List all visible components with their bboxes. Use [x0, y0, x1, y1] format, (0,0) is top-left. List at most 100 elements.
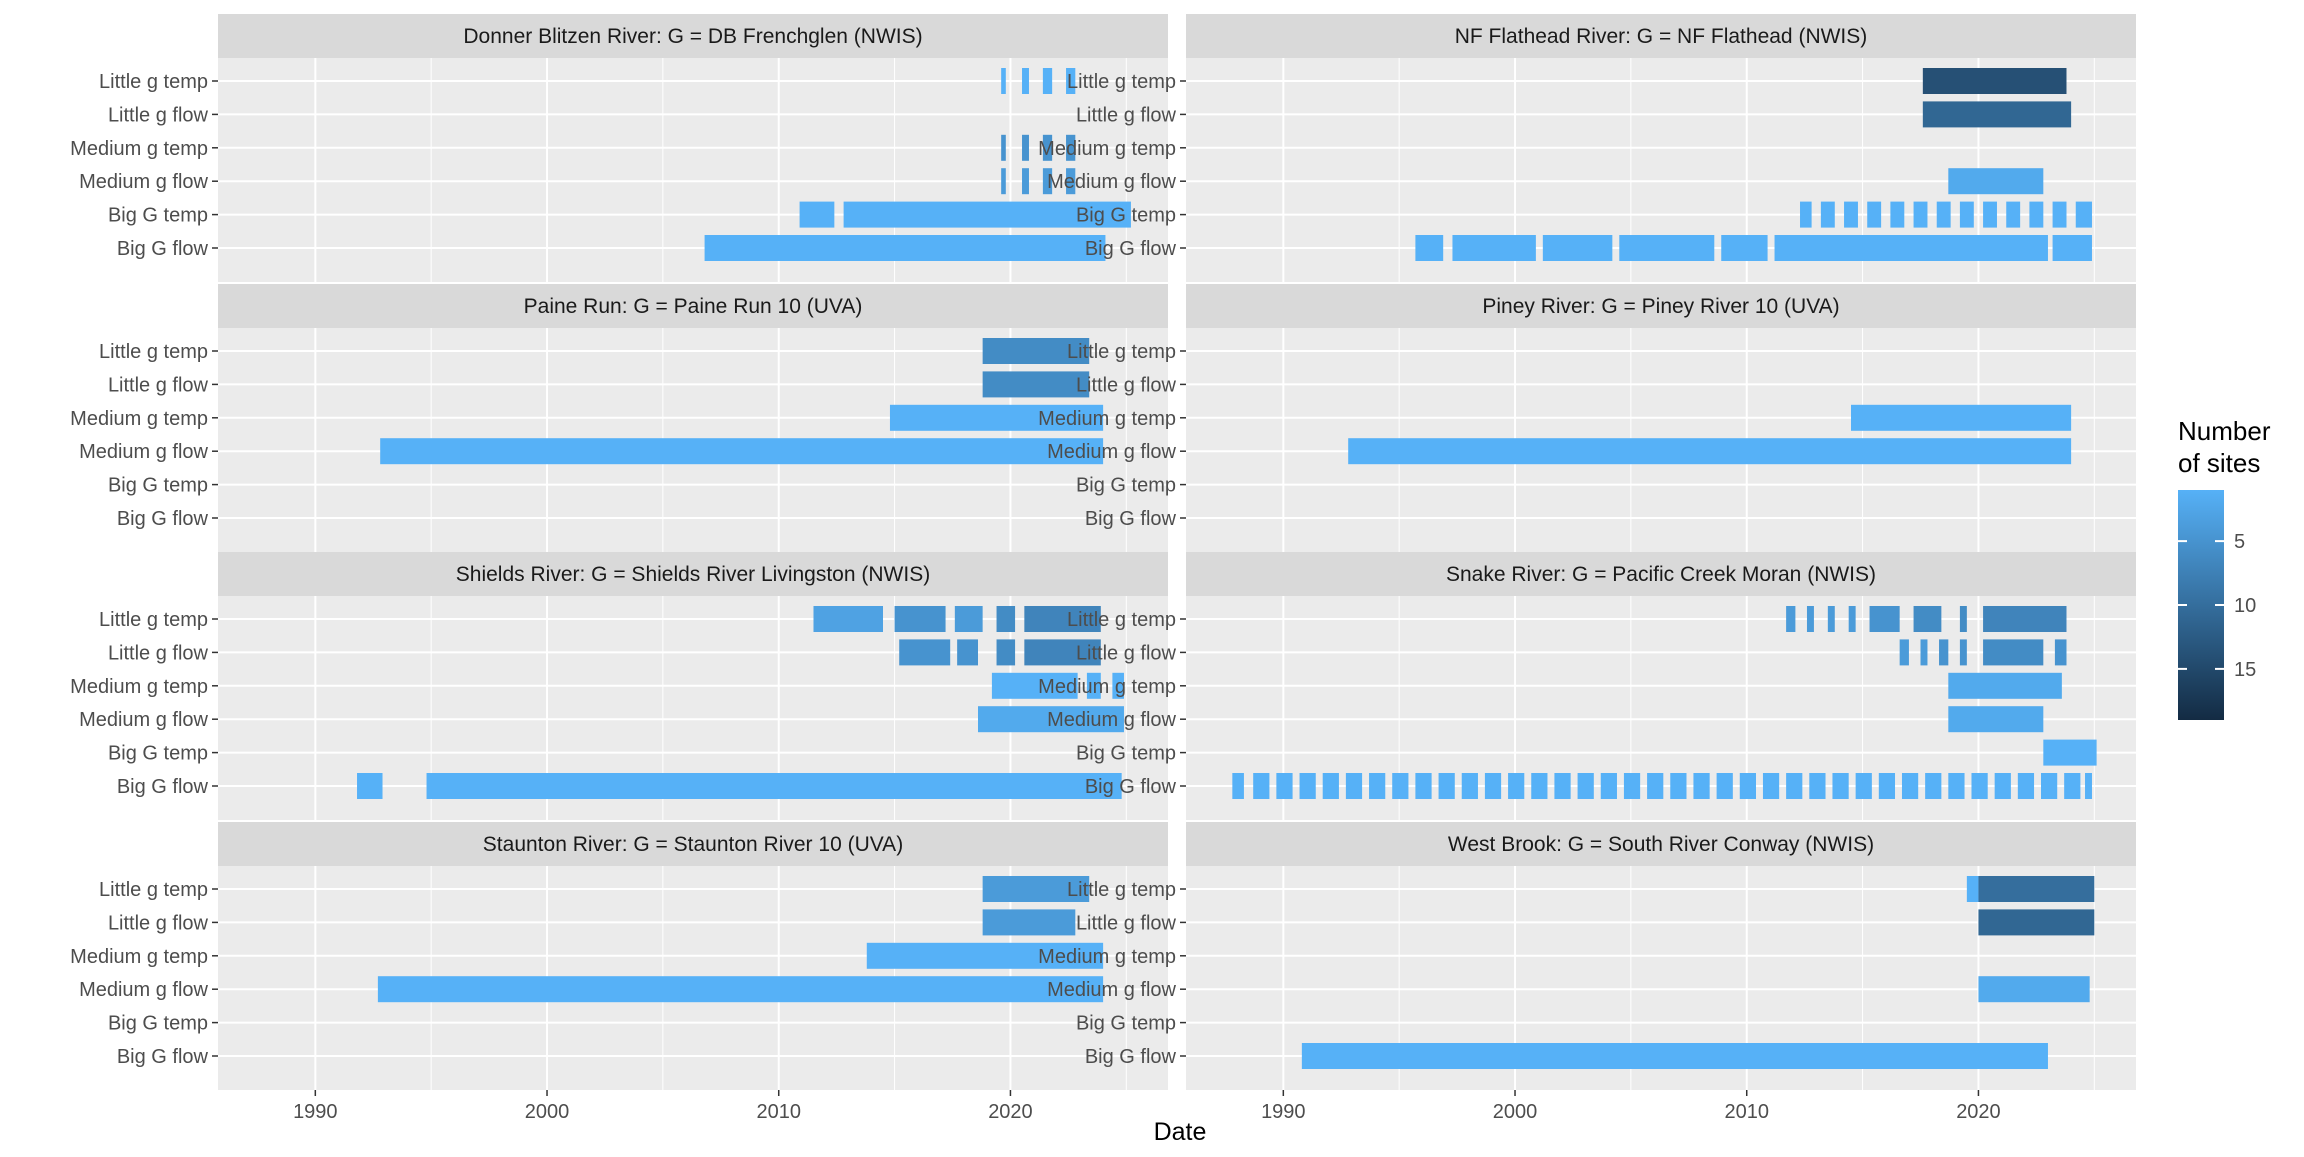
timeline-bar [2064, 773, 2081, 799]
facet-strip [1186, 284, 2136, 328]
timeline-bar [357, 773, 383, 799]
legend-title-line: Number [2178, 416, 2271, 446]
timeline-bar [2006, 201, 2021, 228]
y-tick-label: Medium g temp [70, 408, 208, 430]
timeline-bar [1392, 773, 1409, 799]
timeline-bar [1939, 639, 1949, 666]
timeline-bar [1948, 168, 2044, 195]
timeline-bar [1948, 706, 2044, 733]
timeline-bar [1024, 606, 1101, 632]
timeline-bar [991, 672, 1078, 699]
timeline-bar [1322, 773, 1339, 799]
timeline-bar [866, 942, 1104, 969]
timeline-bar [1983, 606, 2067, 632]
y-tick-label: Little g temp [1067, 609, 1176, 631]
y-tick-label: Medium g flow [79, 979, 208, 1001]
timeline-bar [380, 438, 1104, 465]
timeline-bar [1531, 773, 1548, 799]
y-tick-label: Little g temp [1067, 879, 1176, 901]
timeline-bar [1913, 606, 1942, 632]
timeline-bar [1042, 134, 1053, 161]
y-tick-label: Little g flow [1076, 374, 1177, 396]
x-tick-label: 2020 [1956, 1101, 2001, 1123]
facet-title: Donner Blitzen River: G = DB Frenchglen … [463, 25, 922, 48]
y-tick-label: Big G temp [108, 475, 208, 497]
y-tick-label: Little g temp [1067, 341, 1176, 363]
timeline-bar [1899, 639, 1909, 666]
timeline-bar [1721, 235, 1768, 261]
timeline-bar [1890, 201, 1905, 228]
facet-panel: NF Flathead River: G = NF Flathead (NWIS… [1038, 14, 2136, 282]
timeline-bar [996, 606, 1016, 632]
y-tick-label: Medium g temp [70, 946, 208, 968]
y-tick-label: Little g temp [99, 71, 208, 93]
facet-panel: Snake River: G = Pacific Creek Moran (NW… [1038, 552, 2136, 820]
timeline-bar [1022, 168, 1029, 195]
facet-strip [1186, 14, 2136, 58]
y-tick-label: Big G flow [1085, 1046, 1177, 1068]
y-tick-label: Big G temp [108, 1013, 208, 1035]
timeline-bar [1253, 773, 1270, 799]
facet-title: West Brook: G = South River Conway (NWIS… [1448, 833, 1874, 856]
timeline-bar [1922, 101, 2072, 128]
facet-title: Shields River: G = Shields River Livings… [456, 563, 930, 586]
facet-panel: Shields River: G = Shields River Livings… [70, 552, 1168, 820]
timeline-bar [1800, 201, 1812, 228]
y-tick-label: Little g flow [108, 912, 209, 934]
timeline-bar [982, 338, 1090, 364]
timeline-bar [1452, 235, 1536, 261]
timeline-bar [1232, 773, 1244, 799]
y-tick-label: Little g flow [1076, 642, 1177, 664]
timeline-bar [1774, 235, 2048, 261]
timeline-bar [957, 639, 978, 666]
y-tick-label: Little g temp [1067, 71, 1176, 93]
timeline-bar [1827, 606, 1835, 632]
timeline-bar [1806, 606, 1814, 632]
timeline-bar [1066, 134, 1076, 161]
timeline-bar [1739, 773, 1756, 799]
legend-title-line: of sites [2178, 448, 2260, 478]
timeline-bar [1925, 773, 1942, 799]
facet-strip [218, 552, 1168, 596]
timeline-bar [1994, 773, 2011, 799]
facet-title: Piney River: G = Piney River 10 (UVA) [1482, 295, 1839, 318]
timeline-bar [2085, 773, 2092, 799]
timeline-bar [978, 706, 1124, 733]
facet-strip [1186, 822, 2136, 866]
timeline-bar [1959, 606, 1967, 632]
y-tick-label: Medium g flow [1047, 709, 1176, 731]
y-tick-label: Big G temp [1076, 205, 1176, 227]
timeline-bar [2052, 201, 2067, 228]
y-tick-label: Little g flow [108, 104, 209, 126]
timeline-bar [1959, 639, 1967, 666]
timeline-bar [1920, 639, 1928, 666]
y-tick-label: Medium g temp [1038, 138, 1176, 160]
timeline-bar [1869, 606, 1900, 632]
legend-tick-label: 15 [2234, 659, 2256, 681]
timeline-bar [799, 201, 835, 228]
timeline-bar [1936, 201, 1951, 228]
y-tick-label: Little g flow [1076, 912, 1177, 934]
y-tick-label: Big G temp [1076, 475, 1176, 497]
y-tick-label: Big G flow [1085, 508, 1177, 530]
timeline-bar [813, 606, 883, 632]
timeline-bar [843, 201, 1131, 228]
timeline-bar [1978, 976, 2090, 1003]
y-tick-label: Big G temp [1076, 1013, 1176, 1035]
y-tick-label: Medium g flow [1047, 979, 1176, 1001]
timeline-bar [1022, 68, 1029, 94]
timeline-bar [2052, 235, 2092, 261]
timeline-bar [1484, 773, 1502, 799]
timeline-bar [1922, 68, 2067, 94]
timeline-bar [1024, 639, 1101, 666]
y-tick-label: Little g flow [1076, 104, 1177, 126]
timeline-bar [1670, 773, 1687, 799]
timeline-bar [704, 235, 1106, 261]
timeline-bar [1369, 773, 1386, 799]
y-tick-label: Little g temp [99, 341, 208, 363]
timeline-bar [1901, 773, 1919, 799]
timeline-bar [1623, 773, 1641, 799]
timeline-bar [1978, 876, 2095, 902]
y-tick-label: Little g temp [99, 609, 208, 631]
